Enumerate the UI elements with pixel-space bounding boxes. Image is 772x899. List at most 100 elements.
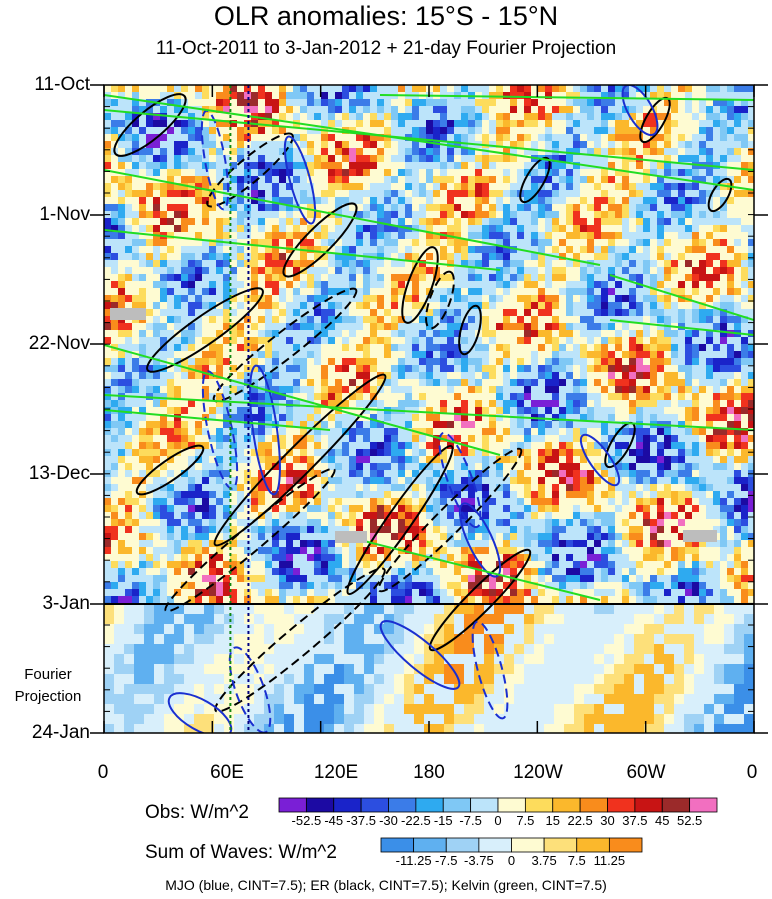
obs-field-cell <box>678 127 686 135</box>
obs-field-cell <box>195 218 203 226</box>
obs-field-cell <box>335 197 343 205</box>
obs-field-cell <box>531 344 539 352</box>
obs-field-cell <box>706 92 714 100</box>
obs-field-cell <box>692 358 700 366</box>
obs-field-cell <box>685 288 693 296</box>
obs-field-cell <box>727 393 735 401</box>
obs-field-cell <box>349 449 357 457</box>
obs-field-cell <box>321 351 329 359</box>
obs-field-cell <box>447 414 455 422</box>
obs-field-cell <box>573 246 581 254</box>
obs-field-cell <box>209 162 217 170</box>
obs-field-cell <box>678 330 686 338</box>
obs-field-cell <box>706 309 714 317</box>
obs-field-cell <box>503 267 511 275</box>
obs-field-cell <box>258 211 266 219</box>
obs-field-cell <box>433 323 441 331</box>
obs-field-cell <box>160 456 168 464</box>
obs-field-cell <box>496 344 504 352</box>
obs-field-cell <box>342 232 350 240</box>
obs-field-cell <box>328 351 336 359</box>
obs-field-cell <box>692 204 700 212</box>
obs-field-cell <box>664 316 672 324</box>
obs-field-cell <box>727 428 735 436</box>
obs-field-cell <box>685 316 693 324</box>
obs-field-cell <box>727 407 735 415</box>
obs-field-cell <box>125 246 133 254</box>
obs-field-cell <box>468 211 476 219</box>
obs-field-cell <box>559 281 567 289</box>
obs-field-cell <box>174 267 182 275</box>
obs-field-cell <box>335 99 343 107</box>
obs-field-cell <box>510 435 518 443</box>
obs-field-cell <box>482 407 490 415</box>
obs-field-cell <box>426 113 434 121</box>
obs-field-cell <box>573 260 581 268</box>
obs-field-cell <box>678 379 686 387</box>
obs-field-cell <box>174 386 182 394</box>
obs-field-cell <box>230 281 238 289</box>
obs-field-cell <box>223 162 231 170</box>
obs-field-cell <box>202 400 210 408</box>
obs-field-cell <box>734 316 742 324</box>
obs-field-cell <box>587 330 595 338</box>
obs-field-cell <box>538 218 546 226</box>
obs-field-cell <box>440 330 448 338</box>
obs-field-cell <box>748 442 754 450</box>
obs-field-cell <box>678 169 686 177</box>
obs-field-cell <box>538 358 546 366</box>
obs-field-cell <box>524 421 532 429</box>
obs-field-cell <box>524 365 532 373</box>
obs-field-cell <box>699 246 707 254</box>
obs-field-cell <box>748 176 754 184</box>
obs-field-cell <box>615 106 623 114</box>
obs-field-cell <box>426 365 434 373</box>
obs-field-cell <box>202 225 210 233</box>
obs-field-cell <box>258 134 266 142</box>
obs-field-cell <box>419 295 427 303</box>
obs-field-cell <box>230 232 238 240</box>
obs-field-cell <box>713 113 721 121</box>
obs-field-cell <box>545 183 553 191</box>
obs-field-cell <box>503 169 511 177</box>
obs-field-cell <box>195 393 203 401</box>
obs-field-cell <box>433 379 441 387</box>
obs-field-cell <box>580 176 588 184</box>
obs-field-cell <box>125 211 133 219</box>
obs-field-cell <box>167 358 175 366</box>
obs-field-cell <box>328 379 336 387</box>
obs-field-cell <box>727 113 735 121</box>
obs-field-cell <box>181 155 189 163</box>
obs-field-cell <box>461 141 469 149</box>
obs-field-cell <box>300 176 308 184</box>
obs-field-cell <box>216 281 224 289</box>
obs-field-cell <box>153 246 161 254</box>
obs-field-cell <box>531 169 539 177</box>
obs-field-cell <box>181 302 189 310</box>
obs-field-cell <box>692 162 700 170</box>
obs-field-cell <box>622 407 630 415</box>
obs-field-cell <box>237 351 245 359</box>
obs-field-cell <box>629 211 637 219</box>
obs-field-cell <box>230 267 238 275</box>
obs-field-cell <box>223 92 231 100</box>
obs-field-cell <box>671 155 679 163</box>
obs-field-cell <box>468 204 476 212</box>
obs-field-cell <box>370 127 378 135</box>
obs-field-cell <box>174 211 182 219</box>
obs-field-cell <box>349 190 357 198</box>
obs-field-cell <box>286 442 294 450</box>
obs-field-cell <box>111 386 119 394</box>
obs-field-cell <box>601 414 609 422</box>
obs-field-cell <box>503 393 511 401</box>
obs-field-cell <box>377 85 385 93</box>
obs-field-cell <box>587 400 595 408</box>
obs-field-cell <box>237 393 245 401</box>
obs-field-cell <box>748 365 754 373</box>
obs-field-cell <box>713 302 721 310</box>
obs-field-cell <box>741 232 749 240</box>
obs-field-cell <box>216 449 224 457</box>
obs-field-cell <box>608 379 616 387</box>
obs-field-cell <box>426 246 434 254</box>
obs-field-cell <box>195 428 203 436</box>
